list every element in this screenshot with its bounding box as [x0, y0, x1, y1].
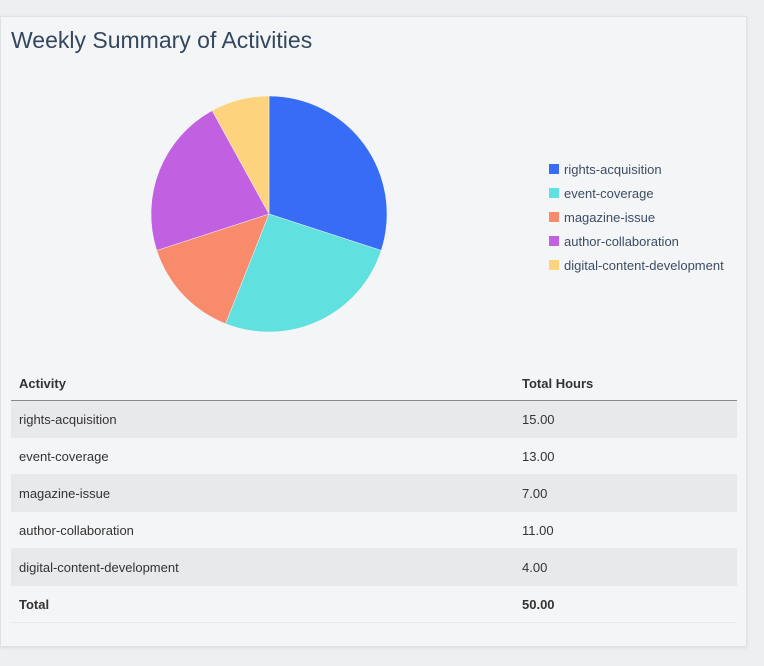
legend-label: digital-content-development — [564, 257, 724, 273]
hours-cell: 4.00 — [514, 548, 737, 586]
legend-swatch — [549, 212, 559, 222]
pie-chart — [150, 95, 388, 333]
table-row: author-collaboration 11.00 — [11, 511, 737, 549]
pie-slice-event-coverage[interactable] — [225, 213, 382, 333]
legend-label: magazine-issue — [564, 209, 656, 225]
legend-item[interactable]: event-coverage — [549, 181, 724, 205]
header-total-hours: Total Hours — [514, 366, 737, 401]
table-row: digital-content-development 4.00 — [11, 548, 737, 586]
hours-cell: 15.00 — [514, 400, 737, 438]
legend-item[interactable]: digital-content-development — [549, 253, 724, 277]
hours-cell: 13.00 — [514, 437, 737, 475]
activity-cell: event-coverage — [11, 437, 514, 475]
activity-cell: digital-content-development — [11, 548, 514, 586]
hours-cell: 7.00 — [514, 474, 737, 512]
legend-item[interactable]: magazine-issue — [549, 205, 724, 229]
total-hours-cell: 50.00 — [514, 585, 737, 623]
summary-card: Weekly Summary of Activities rights-acqu… — [0, 16, 747, 647]
legend-swatch — [549, 236, 559, 246]
legend-label: event-coverage — [564, 185, 654, 201]
legend-label: rights-acquisition — [564, 161, 662, 177]
total-label: Total — [11, 585, 514, 623]
activity-cell: magazine-issue — [11, 474, 514, 512]
activity-table: Activity Total Hours rights-acquisition 1… — [11, 366, 737, 623]
activity-cell: author-collaboration — [11, 511, 514, 549]
table-row: rights-acquisition 15.00 — [11, 400, 737, 438]
hours-cell: 11.00 — [514, 511, 737, 549]
header-activity: Activity — [11, 366, 514, 401]
table-row: event-coverage 13.00 — [11, 437, 737, 475]
legend-swatch — [549, 188, 559, 198]
card-title: Weekly Summary of Activities — [11, 27, 313, 53]
legend-item[interactable]: author-collaboration — [549, 229, 724, 253]
chart-legend: rights-acquisition event-coverage magazine… — [549, 157, 724, 277]
legend-swatch — [549, 260, 559, 270]
pie-slice-digital-content-development[interactable] — [211, 95, 270, 215]
legend-swatch — [549, 164, 559, 174]
total-row: Total 50.00 — [11, 585, 737, 623]
table-row: magazine-issue 7.00 — [11, 474, 737, 512]
legend-label: author-collaboration — [564, 233, 679, 249]
pie-slice-author-collaboration[interactable] — [150, 110, 270, 251]
legend-item[interactable]: rights-acquisition — [549, 157, 724, 181]
pie-slice-rights-acquisition[interactable] — [268, 95, 388, 251]
activity-cell: rights-acquisition — [11, 400, 514, 438]
